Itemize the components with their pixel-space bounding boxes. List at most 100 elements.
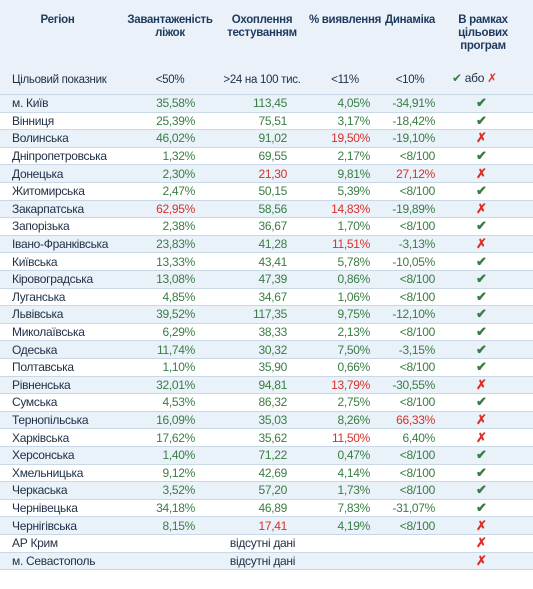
target-legend: ✔ або ✗ bbox=[452, 72, 497, 85]
table-cell: 41,28 bbox=[258, 237, 287, 252]
table-row: Хмельницька 9,12% 42,69 4,14% <8/100 ✔ bbox=[0, 465, 533, 483]
status-icon: ✗ bbox=[476, 376, 487, 392]
cross-icon: ✗ bbox=[484, 71, 497, 85]
table-row: м. Севастополь відсутні дані ✗ bbox=[0, 552, 533, 571]
table-cell: 71,22 bbox=[258, 448, 287, 463]
table-row: Івано-Франківська 23,83% 41,28 11,51% -3,13%… bbox=[0, 235, 533, 254]
table-cell: 3,52% bbox=[162, 483, 195, 498]
status-icon: ✔ bbox=[476, 482, 487, 498]
status-icon: ✔ bbox=[476, 464, 487, 480]
table-cell: 4,19% bbox=[337, 518, 370, 533]
table-cell: 14,83% bbox=[331, 201, 370, 216]
target-cell: <11% bbox=[331, 74, 359, 86]
table-cell: -19,89% bbox=[392, 201, 435, 216]
table-cell: 1,06% bbox=[337, 289, 370, 304]
status-icon: ✗ bbox=[476, 517, 487, 533]
table-row: м. Київ 35,58% 113,45 4,05% -34,91% ✔ bbox=[0, 95, 533, 113]
table-cell: 30,32 bbox=[258, 342, 287, 357]
table-cell: 7,50% bbox=[337, 342, 370, 357]
table-cell: -12,10% bbox=[392, 307, 435, 322]
status-icon: ✔ bbox=[476, 324, 487, 340]
region-name: Запорізька bbox=[12, 219, 70, 234]
region-name: Київська bbox=[12, 254, 58, 269]
region-name: Дніпропетровська bbox=[12, 149, 107, 164]
table-cell: 13,33% bbox=[156, 254, 195, 269]
table-cell: 11,74% bbox=[156, 342, 195, 357]
table-cell: 38,33 bbox=[258, 325, 287, 340]
region-name: Харківська bbox=[12, 430, 69, 445]
table-cell: 42,69 bbox=[258, 465, 287, 480]
table-cell: 5,39% bbox=[337, 184, 370, 199]
table-cell: 0,86% bbox=[337, 272, 370, 287]
table-cell: 3,17% bbox=[337, 113, 370, 128]
table-row: Кіровоградська 13,08% 47,39 0,86% <8/100 ✔ bbox=[0, 271, 533, 289]
table-cell: 17,41 bbox=[258, 518, 287, 533]
status-icon: ✗ bbox=[476, 200, 487, 216]
table-cell: 9,12% bbox=[162, 465, 195, 480]
table-cell: 113,45 bbox=[252, 96, 287, 111]
region-name: Сумська bbox=[12, 395, 58, 410]
table-cell: <8/100 bbox=[399, 272, 436, 287]
table-cell: 43,41 bbox=[258, 254, 287, 269]
table-cell: <8/100 bbox=[399, 289, 436, 304]
table-cell: 21,30 bbox=[258, 166, 287, 181]
region-name: Хмельницька bbox=[12, 465, 84, 480]
region-name: Полтавська bbox=[12, 360, 74, 375]
table-cell: -31,07% bbox=[392, 501, 435, 516]
table-cell: 6,40% bbox=[402, 430, 435, 445]
table-cell: 6,29% bbox=[162, 325, 195, 340]
or-text: або bbox=[464, 71, 485, 85]
target-cell: Цільовий показник bbox=[12, 74, 107, 86]
target-cell: >24 на 100 тис. bbox=[223, 74, 301, 86]
header-cell: Завантаженість ліжок bbox=[127, 14, 213, 39]
status-icon: ✔ bbox=[476, 183, 487, 199]
status-icon: ✔ bbox=[476, 341, 487, 357]
region-name: Миколаївська bbox=[12, 325, 85, 340]
table-row: Миколаївська 6,29% 38,33 2,13% <8/100 ✔ bbox=[0, 324, 533, 342]
table-cell: 16,09% bbox=[156, 413, 195, 428]
table-cell: 47,39 bbox=[258, 272, 287, 287]
table-cell: 8,15% bbox=[162, 518, 195, 533]
table-cell: 34,18% bbox=[156, 501, 195, 516]
table-row: Харківська 17,62% 35,62 11,50% 6,40% ✗ bbox=[0, 429, 533, 447]
status-icon: ✗ bbox=[476, 552, 487, 568]
region-name: Черкаська bbox=[12, 483, 68, 498]
table-cell: 11,50% bbox=[331, 430, 370, 445]
table-cell: <8/100 bbox=[399, 448, 436, 463]
table-cell: 13,08% bbox=[156, 272, 195, 287]
region-name: Донецька bbox=[12, 166, 64, 181]
region-name: м. Київ bbox=[12, 96, 49, 111]
table-cell: <8/100 bbox=[399, 395, 436, 410]
table-row: Тернопільська 16,09% 35,03 8,26% 66,33% ✗ bbox=[0, 411, 533, 430]
region-name: АР Крим bbox=[12, 536, 58, 551]
table-cell: 27,12% bbox=[396, 166, 435, 181]
table-cell: 2,13% bbox=[337, 325, 370, 340]
header-cell: Регіон bbox=[40, 14, 75, 26]
table-cell: 1,10% bbox=[162, 360, 195, 375]
table-cell: 4,53% bbox=[162, 395, 195, 410]
table-cell: 58,56 bbox=[258, 201, 287, 216]
status-icon: ✔ bbox=[476, 306, 487, 322]
header-row: Регіон Завантаженість ліжок Охоплення тест… bbox=[0, 0, 533, 64]
status-icon: ✗ bbox=[476, 535, 487, 551]
table-cell: 69,55 bbox=[258, 149, 287, 164]
table-row: Запорізька 2,38% 36,67 1,70% <8/100 ✔ bbox=[0, 218, 533, 236]
status-icon: ✗ bbox=[476, 429, 487, 445]
region-name: м. Севастополь bbox=[12, 553, 96, 568]
region-name: Одеська bbox=[12, 342, 58, 357]
table-row: Дніпропетровська 1,32% 69,55 2,17% <8/100 ✔ bbox=[0, 148, 533, 166]
table-row: Сумська 4,53% 86,32 2,75% <8/100 ✔ bbox=[0, 394, 533, 412]
status-icon: ✔ bbox=[476, 148, 487, 164]
table-cell: 36,67 bbox=[258, 219, 287, 234]
region-name: Львівська bbox=[12, 307, 64, 322]
table-cell: 1,70% bbox=[337, 219, 370, 234]
table-cell: 8,26% bbox=[337, 413, 370, 428]
table-cell: 1,40% bbox=[162, 448, 195, 463]
table-cell: <8/100 bbox=[399, 518, 436, 533]
status-icon: ✗ bbox=[476, 412, 487, 428]
table-row: Донецька 2,30% 21,30 9,81% 27,12% ✗ bbox=[0, 165, 533, 183]
table-cell: 2,75% bbox=[337, 395, 370, 410]
table-row: АР Крим відсутні дані ✗ bbox=[0, 535, 533, 553]
status-icon: ✗ bbox=[476, 236, 487, 252]
table-cell: 75,51 bbox=[258, 113, 287, 128]
